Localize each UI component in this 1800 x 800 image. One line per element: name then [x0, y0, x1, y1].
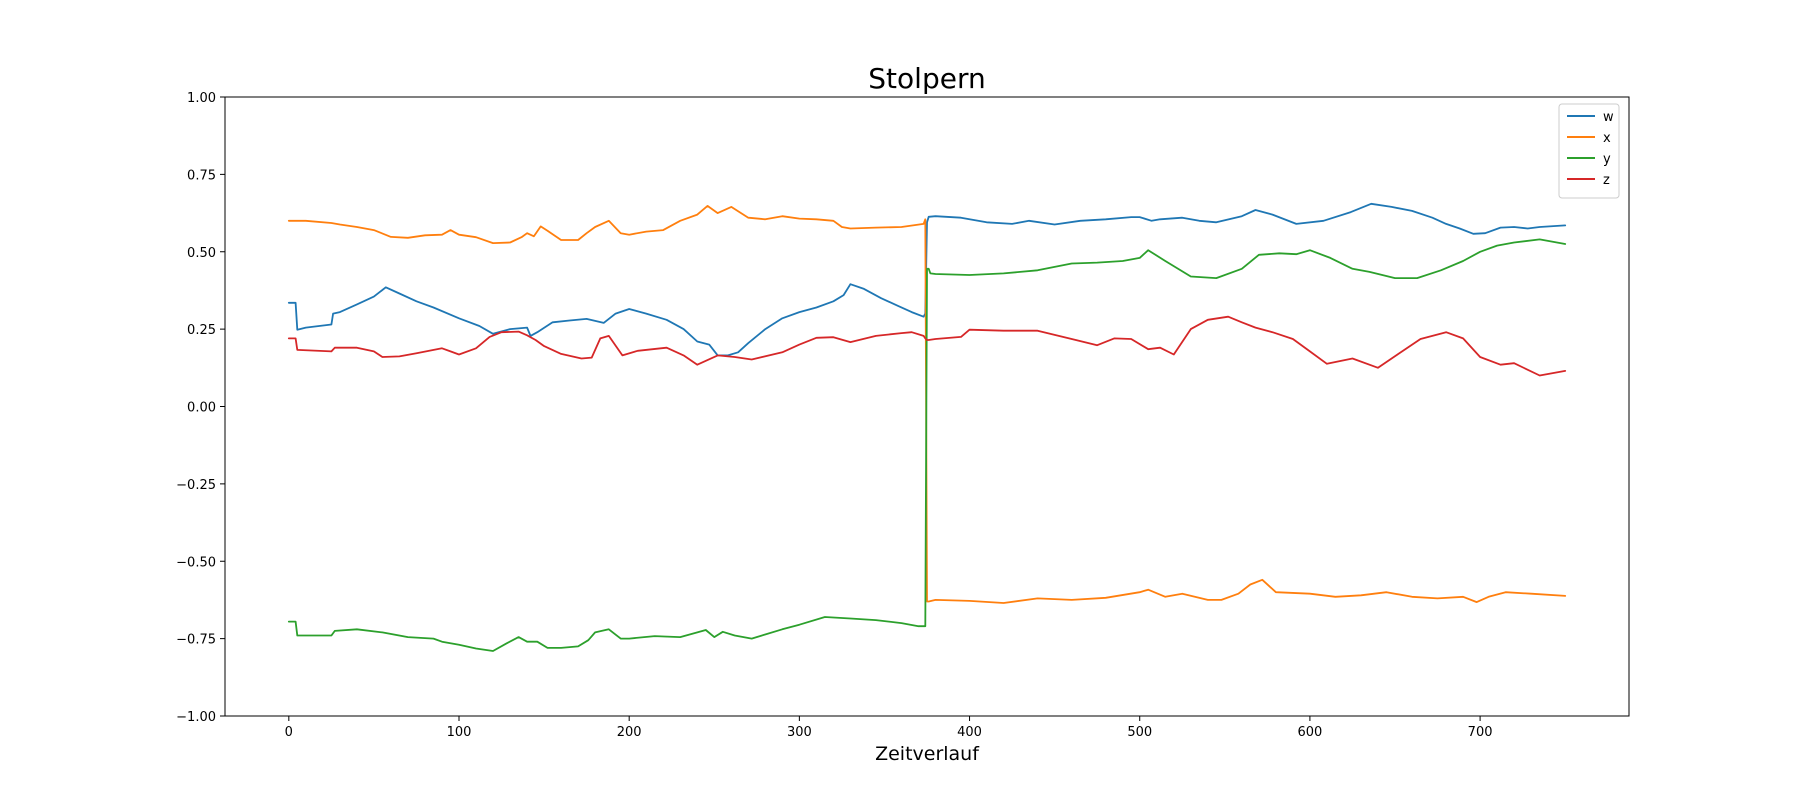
legend-label-w: w: [1603, 110, 1614, 125]
x-tick-label: 400: [957, 725, 982, 740]
legend-label-x: x: [1603, 131, 1611, 146]
x-tick-label: 500: [1127, 725, 1152, 740]
chart-title: Stolpern: [868, 62, 985, 95]
y-tick-label: 0.50: [187, 246, 216, 261]
x-tick-label: 300: [787, 725, 812, 740]
legend-label-y: y: [1603, 152, 1611, 167]
y-tick-label: 1.00: [187, 91, 216, 106]
series-line-y: [287, 238, 1567, 652]
y-axis: −1.00 −0.75 −0.50 −0.25 0.00 0.25 0.50 0.75 1.00: [176, 91, 225, 725]
y-tick-label: −0.25: [176, 478, 216, 493]
x-tick-label: 600: [1297, 725, 1322, 740]
x-tick-label: 700: [1468, 725, 1493, 740]
legend-label-z: z: [1603, 173, 1610, 188]
series-layer: [287, 202, 1567, 652]
x-tick-label: 0: [285, 725, 293, 740]
y-tick-label: −1.00: [176, 710, 216, 725]
legend-box: [1558, 103, 1620, 199]
x-tick-label: 100: [447, 725, 472, 740]
x-axis-title: Zeitverlauf: [875, 743, 980, 765]
series-line-x: [287, 204, 1567, 604]
plot-area: [224, 96, 1630, 717]
y-tick-label: 0.75: [187, 168, 216, 183]
y-tick-label: −0.75: [176, 633, 216, 648]
x-axis: 0 100 200 300 400 500 600 700: [285, 716, 1493, 740]
series-line-w: [287, 202, 1567, 357]
series-line-z: [287, 315, 1567, 377]
x-tick-label: 200: [617, 725, 642, 740]
y-tick-label: −0.50: [176, 555, 216, 570]
y-tick-label: 0.25: [187, 323, 216, 338]
y-tick-label: 0.00: [187, 401, 216, 416]
